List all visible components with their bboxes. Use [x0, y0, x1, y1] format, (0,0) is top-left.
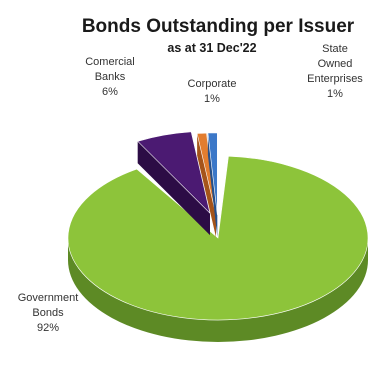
slice-label-line: State [322, 43, 348, 55]
slices-group [67, 131, 369, 342]
slice-label-line: 6% [102, 86, 118, 98]
slice-label-line: 92% [37, 322, 59, 334]
slice-label-line: Bonds [32, 307, 64, 319]
slice-label-line: Banks [95, 71, 126, 83]
slice-label-line: 1% [327, 88, 343, 100]
chart-subtitle: as at 31 Dec'22 [167, 41, 256, 55]
slice-label-line: Comercial [85, 56, 135, 68]
slice-label: Government Bonds 92% [18, 292, 79, 334]
pie-slice-edge [197, 133, 216, 237]
pie-slice-top [67, 155, 369, 321]
slice-label-line: Owned [318, 58, 353, 70]
labels-group: Government Bonds 92% Comercial Banks 6% Corpor… [18, 43, 364, 334]
pie-slice [137, 131, 211, 236]
pie-slice [207, 132, 218, 237]
pie-slice-top [137, 131, 211, 215]
slice-label-line: Government [18, 292, 79, 304]
pie-slice-top [207, 132, 218, 215]
slice-label: Corporate 1% [188, 78, 237, 105]
pie-slice-top [196, 132, 217, 215]
slice-label: State Owned Enterprises 1% [307, 43, 363, 100]
pie-slice [67, 155, 369, 342]
slice-label: Comercial Banks 6% [85, 56, 135, 98]
slice-label-line: Corporate [188, 78, 237, 90]
pie-slice-side [68, 238, 368, 342]
slice-label-line: 1% [204, 93, 220, 105]
slice-label-line: Enterprises [307, 73, 363, 85]
chart-title: Bonds Outstanding per Issuer [82, 16, 355, 37]
pie-slice-edge [137, 141, 210, 236]
pie-slice-edge [207, 132, 218, 237]
